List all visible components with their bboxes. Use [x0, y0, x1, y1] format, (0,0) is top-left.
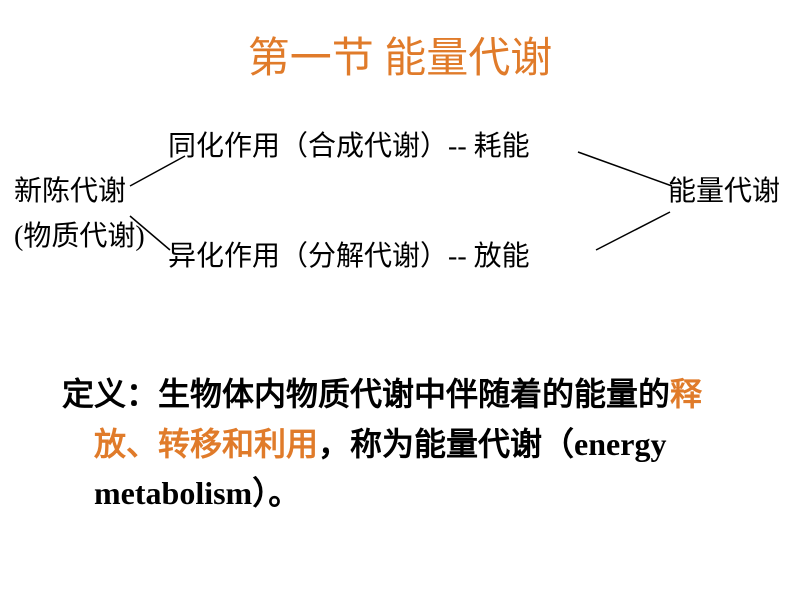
diagram-left-label-bottom: (物质代谢): [14, 220, 145, 254]
slide-title: 第一节 能量代谢: [0, 24, 800, 85]
slide: 第一节 能量代谢 新陈代谢 (物质代谢) 同化作用（合成代谢）-- 耗能 异化作…: [0, 0, 800, 600]
definition-mid-text: ，称为能量代谢（: [318, 426, 574, 462]
definition-pre-text: 定义：生物体内物质代谢中伴随着的能量的: [62, 376, 670, 412]
diagram-upper-branch: 同化作用（合成代谢）-- 耗能: [168, 130, 530, 164]
diagram-right-label: 能量代谢: [668, 175, 780, 209]
definition-paragraph: 定义：生物体内物质代谢中伴随着的能量的释放、转移和利用，称为能量代谢（energ…: [30, 370, 760, 519]
diagram-left-label-top: 新陈代谢: [14, 175, 126, 209]
metabolism-diagram: 新陈代谢 (物质代谢) 同化作用（合成代谢）-- 耗能 异化作用（分解代谢）--…: [0, 130, 800, 320]
diagram-lower-branch: 异化作用（分解代谢）-- 放能: [168, 240, 530, 274]
definition-post-text: ）。: [252, 475, 300, 511]
